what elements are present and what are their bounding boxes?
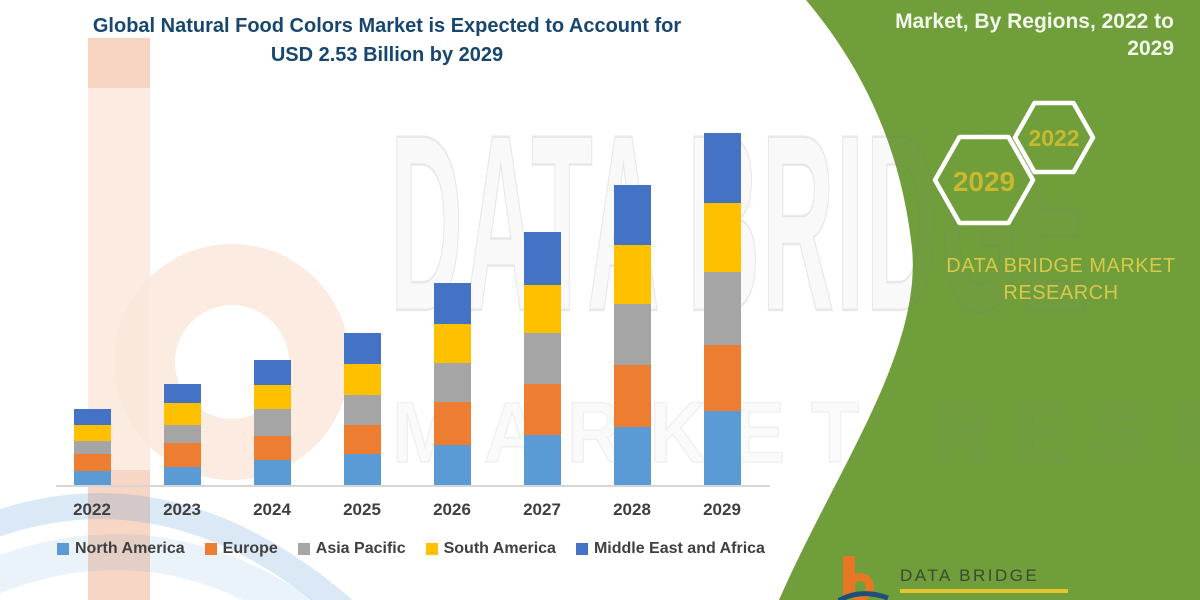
- bar-segment-asia-pacific-2022: [73, 440, 111, 455]
- x-axis-label-2024: 2024: [253, 500, 291, 519]
- hexagon-small-year: 2022: [1028, 125, 1079, 151]
- legend-item-north-america: North America: [57, 540, 185, 558]
- bar-segment-north-america-2026: [433, 444, 471, 485]
- legend-swatch-north-america: [57, 543, 69, 555]
- bar-segment-asia-pacific-2027: [523, 333, 561, 384]
- bar-segment-north-america-2028: [613, 426, 651, 485]
- bar-segment-asia-pacific-2026: [433, 362, 471, 402]
- bar-segment-south-america-2022: [73, 425, 111, 441]
- x-axis-label-2025: 2025: [343, 500, 381, 519]
- x-axis-label-2029: 2029: [703, 500, 741, 519]
- hexagon-large-year: 2029: [953, 166, 1015, 197]
- bar-segment-north-america-2022: [73, 471, 111, 485]
- x-axis-line: [56, 485, 770, 487]
- legend-label-asia-pacific: Asia Pacific: [315, 540, 406, 557]
- brand-text-line1: DATA BRIDGE MARKET: [946, 255, 1176, 277]
- bar-segment-south-america-2027: [523, 284, 561, 334]
- bar-segment-europe-2028: [613, 365, 651, 427]
- bar-segment-europe-2025: [343, 425, 381, 455]
- bar-segment-europe-2022: [73, 454, 111, 472]
- bar-segment-south-america-2023: [163, 402, 201, 426]
- chart-legend: North America Europe Asia Pacific South Ame…: [57, 540, 765, 558]
- bar-segment-middle-east-and-africa-2028: [613, 184, 651, 245]
- bar-segment-south-america-2028: [613, 244, 651, 305]
- x-axis-label-2027: 2027: [523, 500, 561, 519]
- chart-title-line2: USD 2.53 Billion by 2029: [270, 44, 504, 66]
- legend-item-south-america: South America: [425, 540, 556, 558]
- bar-segment-asia-pacific-2028: [613, 304, 651, 366]
- legend-swatch-europe: [204, 543, 217, 555]
- bar-segment-south-america-2026: [433, 323, 471, 363]
- bar-segment-europe-2027: [523, 383, 561, 435]
- footer-brand-text: DATA BRIDGE: [900, 566, 1040, 585]
- bar-segment-south-america-2024: [253, 384, 291, 409]
- hexagon-large: [932, 134, 1036, 226]
- ghost-swoosh2-icon: [0, 534, 314, 600]
- bar-segment-europe-2029: [703, 344, 741, 412]
- bar-segment-europe-2026: [433, 401, 471, 445]
- bar-segment-europe-2023: [163, 443, 201, 467]
- legend-item-asia-pacific: Asia Pacific: [297, 540, 406, 558]
- x-axis-label-2026: 2026: [433, 500, 471, 519]
- brand-text-line2: RESEARCH: [1003, 282, 1119, 304]
- ghost-b-stem-bottom: [88, 470, 150, 600]
- bar-segment-north-america-2024: [253, 459, 291, 485]
- legend-item-europe: Europe: [204, 540, 278, 558]
- chart-title: Global Natural Food Colors Market is Exp…: [70, 12, 704, 70]
- brand-text: DATA BRIDGE MARKET RESEARCH: [930, 253, 1192, 307]
- legend-swatch-asia-pacific: [297, 543, 310, 555]
- footer-logo-b-icon: [838, 556, 889, 600]
- green-panel-shape: [779, 0, 1200, 600]
- bar-segment-north-america-2025: [343, 454, 381, 485]
- ghost-b-stem-top: [88, 38, 150, 88]
- chart-title-line1: Global Natural Food Colors Market is Exp…: [92, 15, 682, 37]
- bar-segment-south-america-2025: [343, 364, 381, 395]
- legend-swatch-south-america: [425, 543, 438, 555]
- bar-segment-middle-east-and-africa-2029: [703, 133, 741, 203]
- bar-segment-europe-2024: [253, 436, 291, 460]
- bar-segment-south-america-2029: [703, 202, 741, 273]
- bar-segment-north-america-2029: [703, 411, 741, 485]
- legend-label-north-america: North America: [75, 540, 185, 557]
- legend-swatch-middle-east-and-africa: [575, 543, 588, 555]
- bar-segment-middle-east-and-africa-2026: [433, 283, 471, 324]
- bar-segment-asia-pacific-2029: [703, 272, 741, 345]
- bar-segment-middle-east-and-africa-2027: [523, 232, 561, 285]
- legend-label-middle-east-and-africa: Middle East and Africa: [593, 540, 765, 557]
- legend-label-europe: Europe: [222, 540, 278, 557]
- bar-segment-middle-east-and-africa-2022: [73, 408, 111, 426]
- panel-heading-line2: 2029: [1127, 37, 1174, 60]
- x-axis-label-2028: 2028: [613, 500, 651, 519]
- x-axis-label-2022: 2022: [73, 500, 111, 519]
- bar-segment-middle-east-and-africa-2024: [253, 359, 291, 385]
- hexagon-small: [1012, 100, 1096, 175]
- footer-swoosh-icon: [838, 591, 889, 600]
- bar-segment-north-america-2027: [523, 434, 561, 485]
- ghost-swoosh-icon: [0, 493, 353, 600]
- legend-item-middle-east-and-africa: Middle East and Africa: [575, 540, 765, 558]
- x-axis-label-2023: 2023: [163, 500, 201, 519]
- bar-segment-north-america-2023: [163, 466, 201, 485]
- bar-segment-asia-pacific-2024: [253, 408, 291, 437]
- bar-segment-middle-east-and-africa-2023: [163, 383, 201, 403]
- panel-heading: Market, By Regions, 2022 to 2029: [844, 8, 1174, 62]
- bar-segment-middle-east-and-africa-2025: [343, 333, 381, 365]
- bar-segment-asia-pacific-2023: [163, 425, 201, 444]
- legend-label-south-america: South America: [443, 540, 556, 557]
- hexagons-badge: 2029 2022: [932, 100, 1096, 226]
- panel-heading-line1: Market, By Regions, 2022 to: [895, 10, 1174, 33]
- bar-segment-asia-pacific-2025: [343, 394, 381, 426]
- footer-brand-underline: [900, 589, 1068, 593]
